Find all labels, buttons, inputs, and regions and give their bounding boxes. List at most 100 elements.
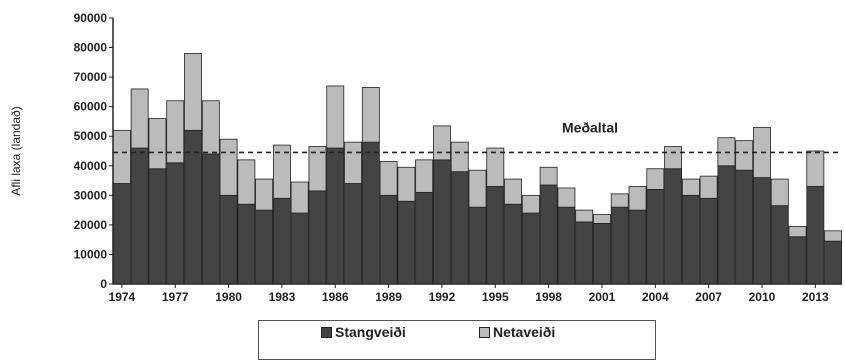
bar-netaveidi-1996 bbox=[504, 178, 522, 205]
bar-netaveidi-1994 bbox=[468, 169, 487, 208]
bar-netaveidi-2002 bbox=[610, 193, 629, 208]
bar-netaveidi-1993 bbox=[450, 141, 469, 173]
bar-netaveidi-1977 bbox=[166, 100, 185, 164]
bar-stangveidi-2013 bbox=[806, 186, 825, 285]
bar-netaveidi-2001 bbox=[593, 214, 611, 224]
x-tick-label: 1992 bbox=[429, 290, 456, 304]
bar-stangveidi-1996 bbox=[504, 203, 522, 285]
bar-netaveidi-2003 bbox=[628, 186, 647, 211]
x-tick-label: 1998 bbox=[535, 290, 562, 304]
y-tick-label: 90000 bbox=[74, 11, 108, 25]
average-label: Meðaltal bbox=[562, 119, 618, 135]
legend-label-netaveidi: Netaveiði bbox=[493, 324, 556, 340]
bar-netaveidi-2009 bbox=[735, 140, 754, 171]
y-tick-label: 60000 bbox=[74, 100, 108, 114]
x-tick-label: 1980 bbox=[215, 290, 242, 304]
bar-stangveidi-1998 bbox=[539, 184, 558, 285]
bar-stangveidi-1991 bbox=[415, 191, 434, 285]
bar-stangveidi-1984 bbox=[290, 212, 309, 285]
legend-swatch-netaveidi bbox=[479, 326, 490, 338]
bar-stangveidi-1989 bbox=[379, 194, 398, 285]
bar-stangveidi-1974 bbox=[112, 183, 131, 285]
bar-netaveidi-1981 bbox=[237, 159, 256, 205]
bar-netaveidi-1995 bbox=[486, 147, 505, 187]
bar-netaveidi-1974 bbox=[112, 129, 131, 184]
x-tick-label: 2001 bbox=[589, 290, 616, 304]
bar-stangveidi-1990 bbox=[397, 200, 416, 285]
bar-netaveidi-1978 bbox=[184, 53, 202, 131]
y-tick-label: 10000 bbox=[74, 247, 108, 261]
bar-netaveidi-1984 bbox=[290, 181, 309, 214]
bar-stangveidi-2005 bbox=[664, 168, 683, 285]
x-tick-label: 1977 bbox=[162, 290, 189, 304]
bar-netaveidi-2006 bbox=[681, 178, 700, 196]
bar-stangveidi-1994 bbox=[468, 206, 487, 285]
bar-netaveidi-2005 bbox=[664, 146, 683, 170]
bar-netaveidi-1982 bbox=[255, 178, 274, 211]
bar-stangveidi-2009 bbox=[735, 169, 754, 285]
x-tick-label: 1995 bbox=[482, 290, 509, 304]
bar-netaveidi-1987 bbox=[344, 141, 362, 184]
x-tick-label: 1986 bbox=[322, 290, 349, 304]
bar-netaveidi-1998 bbox=[539, 166, 558, 186]
bar-netaveidi-1983 bbox=[272, 144, 291, 199]
bar-netaveidi-1979 bbox=[201, 100, 220, 155]
bar-stangveidi-2004 bbox=[646, 189, 665, 285]
bar-netaveidi-1976 bbox=[148, 118, 167, 170]
x-tick-label: 2013 bbox=[802, 290, 829, 304]
bar-stangveidi-1980 bbox=[219, 194, 238, 285]
bar-stangveidi-2003 bbox=[628, 209, 647, 285]
bar-stangveidi-1979 bbox=[201, 153, 220, 285]
x-tick-label: 2010 bbox=[749, 290, 776, 304]
bar-stangveidi-1985 bbox=[308, 190, 327, 285]
bar-stangveidi-1978 bbox=[184, 129, 202, 285]
bar-stangveidi-2000 bbox=[575, 221, 594, 285]
bar-netaveidi-2007 bbox=[699, 175, 718, 199]
bar-stangveidi-1993 bbox=[450, 171, 469, 285]
bar-stangveidi-2010 bbox=[753, 177, 771, 285]
x-axis: 1974 1977 1980 1983 1986 1989 1992 1995 1998 2001… bbox=[109, 284, 829, 304]
x-tick-label: 1974 bbox=[109, 290, 136, 304]
bar-netaveidi-1989 bbox=[379, 160, 398, 196]
bar-netaveidi-1986 bbox=[326, 85, 345, 149]
bar-netaveidi-2014 bbox=[824, 230, 843, 242]
bar-stangveidi-1999 bbox=[557, 206, 576, 285]
bar-netaveidi-2012 bbox=[788, 225, 807, 238]
x-tick-label: 1983 bbox=[269, 290, 296, 304]
bar-stangveidi-1976 bbox=[148, 168, 167, 285]
bar-stangveidi-1992 bbox=[433, 159, 451, 285]
bar-stangveidi-2001 bbox=[593, 223, 611, 285]
y-tick-label: 50000 bbox=[74, 129, 108, 143]
y-tick-label: 0 bbox=[100, 277, 107, 291]
bar-netaveidi-1975 bbox=[130, 88, 149, 149]
x-tick-label: 2007 bbox=[695, 290, 722, 304]
bar-netaveidi-2004 bbox=[646, 168, 665, 190]
bar-stangveidi-1986 bbox=[326, 147, 345, 285]
y-tick-label: 20000 bbox=[74, 218, 108, 232]
bar-stangveidi-2011 bbox=[770, 205, 789, 285]
bar-stangveidi-1988 bbox=[361, 141, 380, 285]
bar-netaveidi-1980 bbox=[219, 138, 238, 196]
y-tick-label: 30000 bbox=[74, 188, 108, 202]
bar-stangveidi-1981 bbox=[237, 203, 256, 285]
x-tick-label: 2004 bbox=[642, 290, 669, 304]
legend: Stangveiði Netaveiði bbox=[258, 320, 656, 360]
bar-netaveidi-2000 bbox=[575, 209, 594, 223]
bar-netaveidi-1988 bbox=[361, 87, 380, 143]
legend-item-stangveidi: Stangveiði bbox=[321, 324, 406, 340]
bars bbox=[112, 53, 843, 285]
legend-swatch-stangveidi bbox=[321, 326, 332, 338]
y-tick-label: 40000 bbox=[74, 159, 108, 173]
bar-stangveidi-2006 bbox=[681, 194, 700, 285]
bar-stangveidi-1977 bbox=[166, 162, 185, 285]
bar-stangveidi-1982 bbox=[255, 209, 274, 285]
bar-stangveidi-1995 bbox=[486, 186, 505, 285]
bar-netaveidi-1991 bbox=[415, 159, 434, 193]
bar-netaveidi-1985 bbox=[308, 146, 327, 192]
bar-stangveidi-2007 bbox=[699, 197, 718, 285]
bar-netaveidi-1997 bbox=[521, 194, 540, 214]
bar-stangveidi-2012 bbox=[788, 236, 807, 285]
bar-stangveidi-2014 bbox=[824, 240, 843, 285]
bar-stangveidi-1997 bbox=[521, 212, 540, 285]
legend-item-netaveidi: Netaveiði bbox=[479, 324, 555, 340]
